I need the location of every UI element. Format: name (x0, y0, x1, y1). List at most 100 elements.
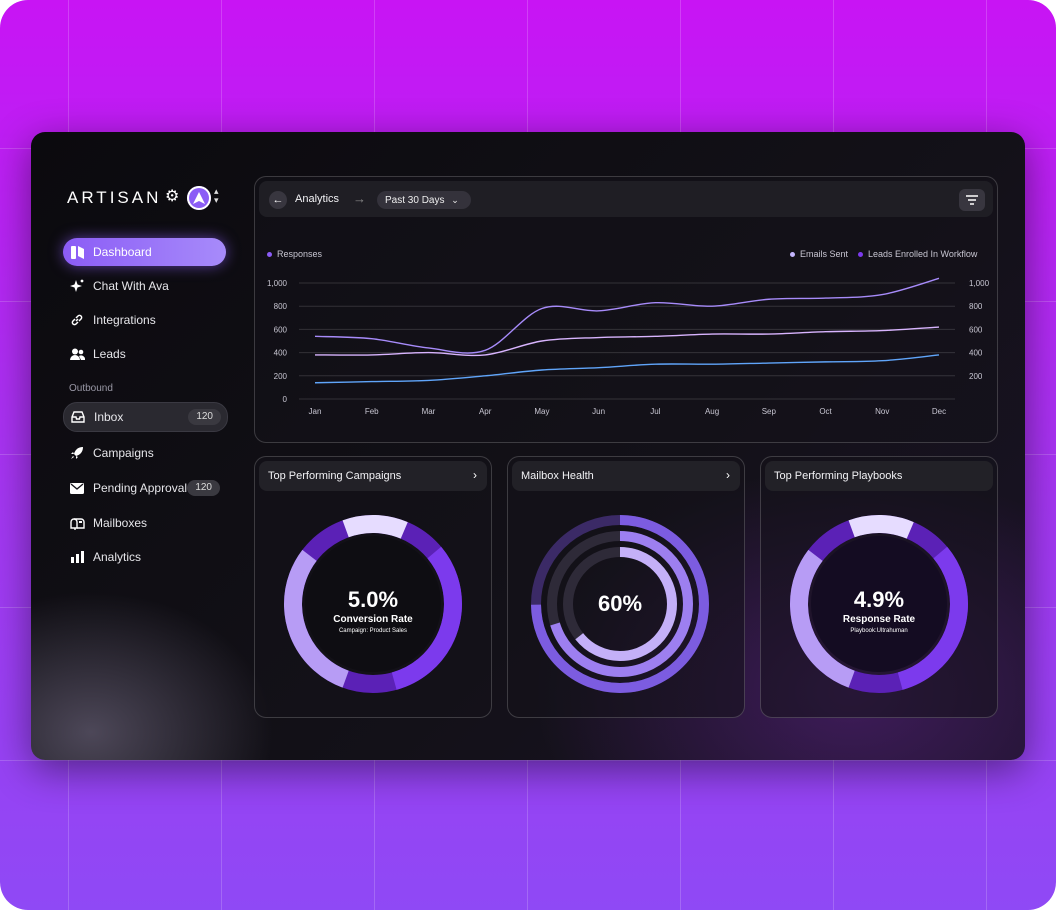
ring-progress (563, 547, 677, 661)
x-tick-label: Jun (592, 407, 605, 416)
mailbox-rings (531, 515, 709, 693)
mailbox-health-card: Mailbox Health › 60% (507, 456, 745, 718)
card-header[interactable]: Top Performing Playbooks (765, 461, 993, 491)
sidebar-item-pending-approval[interactable]: Pending Approval 120 (63, 474, 226, 502)
bar-chart-icon (69, 549, 85, 565)
grid-line (0, 760, 1056, 761)
legend-leads-enrolled: Leads Enrolled In Workflow (858, 249, 977, 259)
sidebar-item-dashboard[interactable]: Dashboard (63, 238, 226, 266)
sidebar-item-label: Integrations (93, 313, 156, 327)
date-range-label: Past 30 Days (385, 195, 445, 206)
y-tick-label: 400 (274, 349, 288, 358)
mailbox-health-value: 60% (597, 591, 643, 616)
sidebar-item-analytics[interactable]: Analytics (63, 543, 226, 571)
chevron-right-icon[interactable]: › (473, 468, 477, 482)
filter-icon (966, 195, 978, 205)
chevron-updown-icon[interactable]: ▴ ▾ (214, 186, 219, 205)
conversion-value: 5.0% (347, 587, 399, 612)
ring-progress (547, 531, 693, 677)
link-icon (69, 312, 85, 328)
x-tick-label: Oct (819, 407, 832, 416)
sidebar-item-label: Leads (93, 347, 126, 361)
count-badge: 120 (188, 409, 221, 425)
count-badge: 120 (187, 480, 220, 496)
section-label-outbound: Outbound (69, 383, 113, 394)
series-line (314, 354, 940, 384)
sidebar-item-label: Mailboxes (93, 516, 148, 530)
sparkle-icon (69, 278, 85, 294)
breadcrumb: Analytics (295, 193, 340, 205)
conversion-donut (284, 515, 462, 693)
card-header[interactable]: Mailbox Health › (512, 461, 740, 491)
line-chart: 1,000 1,000 800 800 600 600 400 400 200 200 0 Jan Fe… (267, 277, 990, 416)
x-tick-label: May (534, 407, 549, 416)
donut-center (811, 536, 947, 672)
response-value: 4.9% (853, 587, 905, 612)
legend-responses: Responses (267, 249, 322, 259)
y-tick-label: 200 (274, 372, 288, 381)
y-tick-label-right: 200 (969, 372, 983, 381)
sidebar-item-label: Inbox (94, 410, 124, 424)
x-tick-label: Dec (932, 407, 946, 416)
gear-icon[interactable]: ⚙ (165, 188, 180, 205)
x-tick-label: Sep (762, 407, 777, 416)
sidebar-item-campaigns[interactable]: Campaigns (63, 439, 226, 467)
back-arrow-icon[interactable]: ← (269, 191, 287, 209)
donut-segment (790, 515, 968, 693)
y-tick-label-right: 1,000 (969, 279, 990, 288)
x-tick-label: Mar (422, 407, 436, 416)
ring-progress (531, 515, 709, 693)
x-tick-label: Jul (650, 407, 660, 416)
avatar[interactable] (187, 186, 211, 210)
sidebar-item-leads[interactable]: Leads (63, 340, 226, 368)
legend-label: Responses (277, 249, 323, 259)
card-header[interactable]: Top Performing Campaigns › (259, 461, 487, 491)
legend-dot (790, 251, 795, 257)
sidebar-item-label: Campaigns (93, 446, 154, 460)
sidebar-item-integrations[interactable]: Integrations (63, 306, 226, 334)
rocket-icon (69, 445, 85, 461)
card-title: Mailbox Health (521, 470, 594, 482)
conversion-sub: Campaign: Product Sales (338, 628, 408, 634)
sidebar-item-mailboxes[interactable]: Mailboxes (63, 509, 226, 537)
series-line (314, 326, 940, 357)
x-tick-label: Apr (479, 407, 492, 416)
series-line (314, 277, 940, 354)
x-tick-label: Feb (365, 407, 379, 416)
chevron-down-icon: ⌄ (451, 195, 459, 205)
app-window: ARTISAN ⚙ ▴ ▾ Dashboard Chat With Ava Int… (31, 132, 1025, 760)
x-tick-label: Aug (705, 407, 719, 416)
sidebar-item-label: Pending Approval (93, 481, 188, 495)
y-tick-label-right: 400 (969, 349, 983, 358)
brand-logo: ARTISAN (67, 188, 162, 207)
analytics-panel: ← Analytics → Past 30 Days ⌄ Responses (254, 176, 998, 443)
sidebar-item-chat-with-ava[interactable]: Chat With Ava (63, 272, 226, 300)
legend-dot (267, 251, 272, 257)
y-tick-label: 1,000 (267, 279, 288, 288)
inbox-icon (70, 409, 86, 425)
users-icon (69, 346, 85, 362)
mail-icon (69, 480, 85, 496)
analytics-toolbar: ← Analytics → Past 30 Days ⌄ (259, 181, 993, 217)
card-title: Top Performing Campaigns (268, 470, 402, 482)
response-sub: Playbook:Ultrahuman (850, 628, 908, 634)
donut-center (305, 536, 441, 672)
legend-label: Emails Sent (800, 249, 849, 259)
legend-label: Leads Enrolled In Workflow (868, 249, 978, 259)
campaigns-card: Top Performing Campaigns › 5.0% Conversi… (254, 456, 492, 718)
sidebar-item-label: Dashboard (93, 245, 152, 259)
dashboard-icon (69, 244, 85, 260)
filter-button[interactable] (959, 189, 985, 211)
sidebar-item-label: Chat With Ava (93, 279, 169, 293)
conversion-label: Conversion Rate (333, 614, 413, 625)
playbooks-card: Top Performing Playbooks 4.9% Response R… (760, 456, 998, 718)
chevron-right-icon[interactable]: › (726, 468, 730, 482)
sidebar-item-inbox[interactable]: Inbox 120 (63, 402, 228, 432)
y-tick-label: 600 (274, 325, 288, 334)
y-tick-label-right: 800 (969, 302, 983, 311)
avatar-a-icon (193, 192, 205, 204)
donut-segment (284, 515, 462, 693)
legend-dot (858, 251, 863, 257)
date-range-select[interactable]: Past 30 Days ⌄ (377, 191, 471, 209)
